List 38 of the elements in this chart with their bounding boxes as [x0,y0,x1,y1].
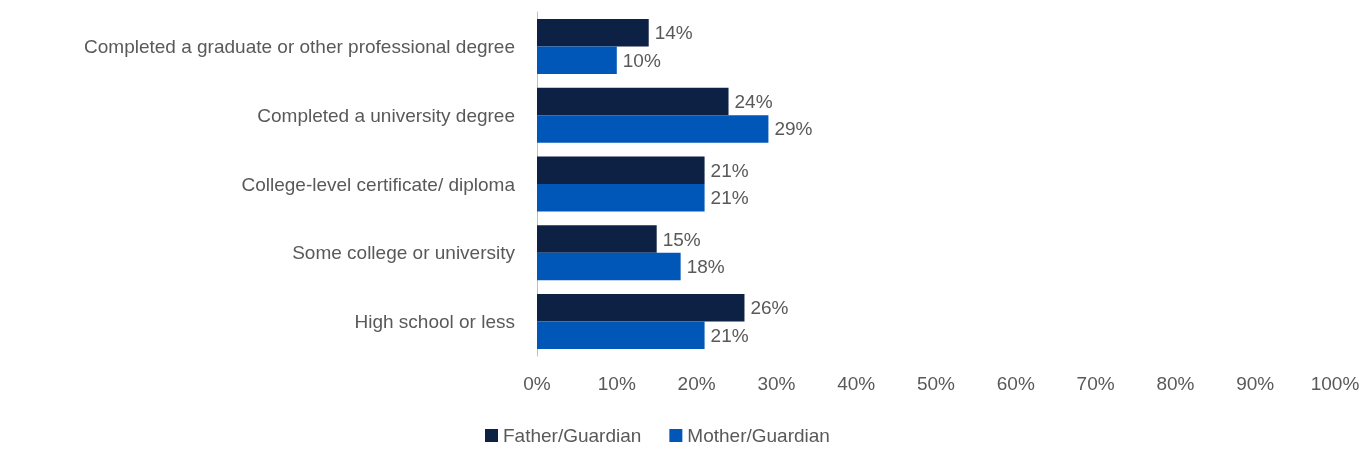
legend-label: Mother/Guardian [687,425,830,446]
bar [537,321,705,350]
bar [537,87,729,116]
bar [537,294,745,322]
bar [537,46,617,74]
legend-label: Father/Guardian [503,425,642,446]
bar [537,225,657,253]
x-tick-label: 90% [1236,373,1275,394]
data-label: 10% [622,49,661,71]
bar [537,18,649,47]
x-tick-label: 20% [677,373,716,394]
x-tick-label: 50% [916,373,956,394]
x-tick-label: 70% [1076,373,1115,394]
data-label: 21% [710,187,749,209]
y-tick-label: College-level certificate/ diploma [241,173,516,195]
y-tick-label: High school or less [354,311,515,333]
data-label: 18% [686,256,725,278]
x-tick-label: 60% [996,373,1035,394]
data-label: 21% [710,159,749,181]
y-tick-label: Some college or university [292,242,516,264]
data-label: 15% [662,228,701,250]
x-tick-label: 80% [1156,373,1195,394]
bar [537,252,681,281]
x-tick-label: 0% [523,373,551,394]
x-tick-label: 40% [837,373,876,394]
bar [537,115,769,143]
data-label: 26% [750,297,789,319]
bar [537,184,705,212]
y-tick-label: Completed a university degree [257,104,515,126]
x-tick-label: 30% [757,373,796,394]
x-tick-label: 10% [597,373,636,394]
x-tick-label: 100% [1310,373,1360,394]
data-label: 14% [654,22,693,44]
data-label: 24% [734,90,773,112]
data-label: 21% [710,324,749,346]
y-tick-label: Completed a graduate or other professional degree [84,35,515,57]
data-label: 29% [774,118,813,140]
bar [537,156,705,184]
